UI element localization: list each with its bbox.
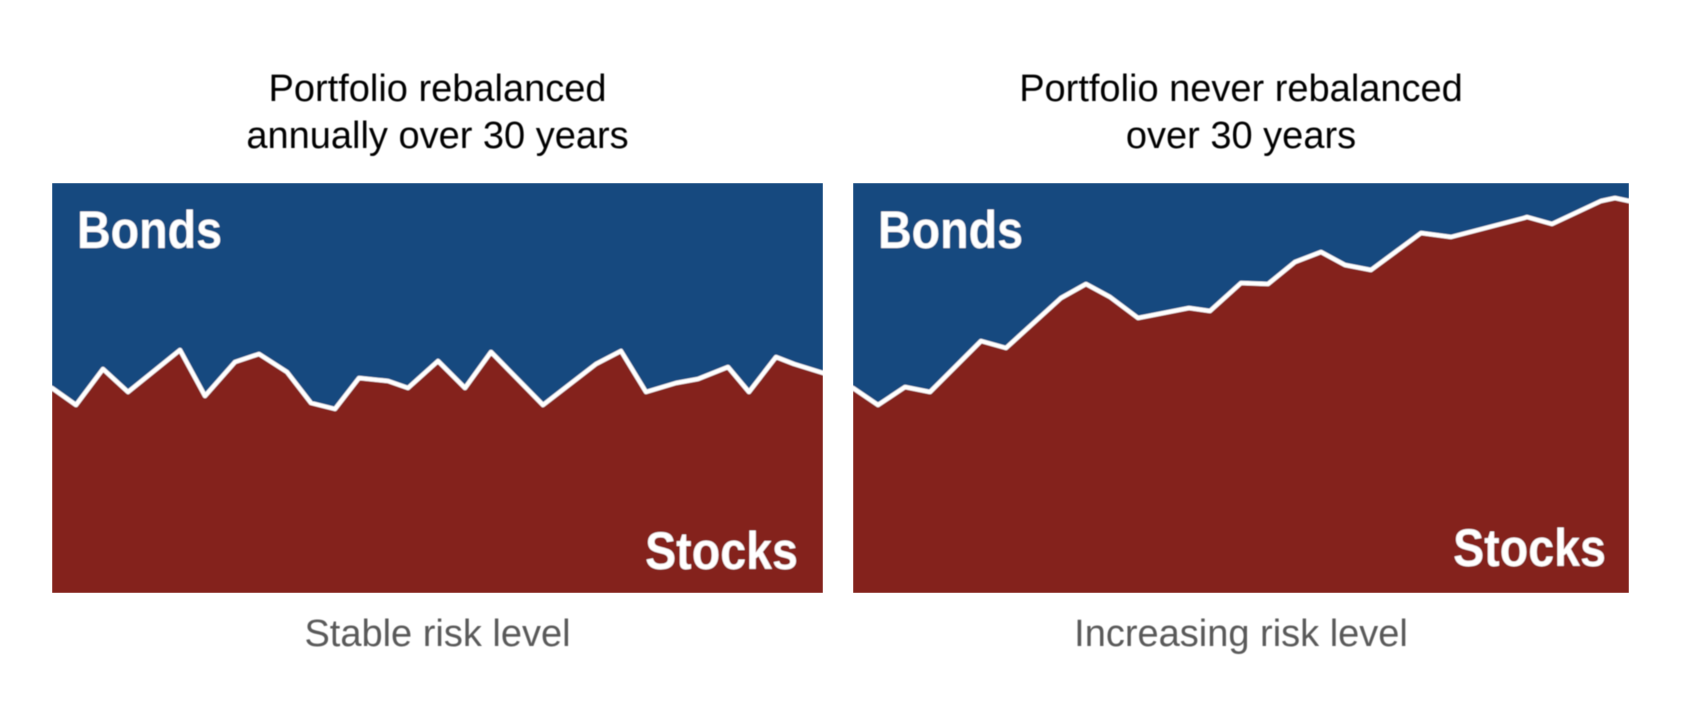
svg-text:Bonds: Bonds (77, 200, 222, 259)
svg-text:Stocks: Stocks (645, 521, 798, 580)
svg-text:Bonds: Bonds (878, 200, 1023, 259)
svg-text:Stocks: Stocks (1453, 518, 1606, 577)
